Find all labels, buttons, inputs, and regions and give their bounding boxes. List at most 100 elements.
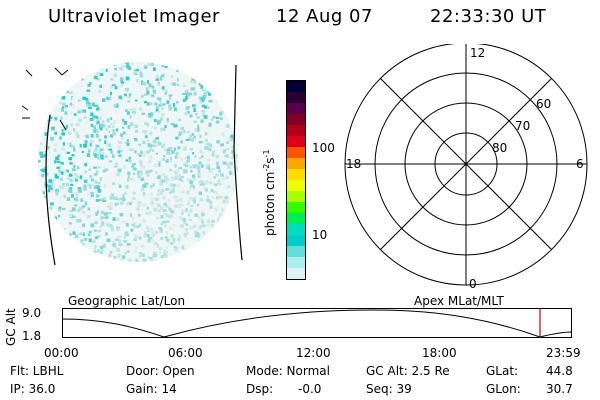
emission-pixel bbox=[44, 172, 49, 176]
emission-pixel bbox=[203, 91, 207, 95]
emission-pixel bbox=[82, 223, 85, 228]
emission-pixel bbox=[93, 125, 96, 130]
emission-pixel bbox=[58, 236, 61, 240]
emission-pixel bbox=[95, 194, 100, 198]
emission-pixel bbox=[81, 94, 85, 98]
emission-pixel bbox=[158, 227, 163, 230]
emission-pixel bbox=[168, 214, 173, 218]
emission-pixel bbox=[45, 118, 48, 122]
emission-pixel bbox=[169, 168, 172, 172]
emission-pixel bbox=[83, 143, 87, 148]
orbit-axis-title: GC Alt bbox=[4, 308, 18, 346]
emission-pixel bbox=[155, 171, 158, 174]
emission-pixel bbox=[61, 171, 64, 175]
emission-pixel bbox=[198, 226, 202, 230]
emission-pixel bbox=[204, 238, 208, 241]
emission-pixel bbox=[153, 254, 158, 257]
emission-pixel bbox=[74, 191, 77, 195]
emission-pixel bbox=[96, 249, 100, 253]
emission-pixel bbox=[219, 73, 224, 77]
emission-pixel bbox=[152, 230, 155, 234]
emission-pixel bbox=[84, 201, 88, 206]
emission-pixel bbox=[201, 183, 205, 186]
emission-pixel bbox=[195, 231, 200, 235]
emission-pixel bbox=[139, 66, 142, 71]
emission-pixel bbox=[172, 223, 176, 227]
emission-pixel bbox=[57, 245, 60, 248]
emission-pixel bbox=[67, 106, 71, 109]
emission-pixel bbox=[221, 133, 225, 137]
emission-pixel bbox=[133, 168, 137, 171]
emission-pixel bbox=[61, 106, 65, 109]
emission-pixel bbox=[162, 195, 166, 199]
emission-pixel bbox=[143, 154, 146, 157]
instrument-title: Ultraviolet Imager bbox=[48, 6, 220, 27]
emission-pixel bbox=[51, 67, 54, 71]
emission-pixel bbox=[142, 140, 146, 145]
emission-pixel bbox=[152, 139, 156, 143]
emission-pixel bbox=[66, 236, 71, 241]
emission-pixel bbox=[150, 63, 154, 67]
emission-pixel bbox=[84, 163, 87, 167]
emission-pixel bbox=[67, 71, 71, 75]
emission-pixel bbox=[132, 191, 136, 195]
emission-pixel bbox=[53, 108, 56, 112]
emission-pixel bbox=[198, 157, 202, 160]
emission-pixel bbox=[95, 170, 99, 174]
emission-pixel bbox=[106, 238, 111, 243]
emission-pixel bbox=[58, 89, 61, 93]
emission-pixel bbox=[53, 95, 57, 100]
emission-pixel bbox=[165, 246, 168, 251]
emission-pixel bbox=[117, 235, 122, 239]
emission-pixel bbox=[201, 155, 204, 158]
emission-pixel bbox=[147, 143, 151, 147]
emission-pixel bbox=[170, 75, 173, 78]
emission-pixel bbox=[69, 72, 72, 76]
emission-pixel bbox=[142, 184, 146, 188]
emission-pixel bbox=[102, 124, 106, 128]
emission-pixel bbox=[162, 158, 165, 161]
emission-pixel bbox=[151, 85, 155, 89]
emission-pixel bbox=[90, 191, 94, 195]
emission-pixel bbox=[87, 233, 91, 237]
emission-pixel bbox=[220, 215, 224, 220]
emission-pixel bbox=[48, 234, 50, 238]
emission-pixel bbox=[54, 131, 58, 135]
emission-pixel bbox=[214, 64, 219, 68]
emission-pixel bbox=[89, 118, 94, 121]
emission-pixel bbox=[202, 255, 207, 258]
emission-pixel bbox=[226, 124, 229, 128]
emission-pixel bbox=[131, 217, 134, 220]
emission-pixel bbox=[96, 65, 100, 69]
emission-pixel bbox=[137, 201, 142, 204]
emission-pixel bbox=[78, 68, 83, 71]
emission-pixel bbox=[122, 194, 125, 198]
emission-pixel bbox=[201, 110, 205, 113]
emission-pixel bbox=[218, 74, 221, 77]
emission-pixel bbox=[90, 134, 94, 138]
emission-pixel bbox=[144, 231, 147, 234]
emission-pixel bbox=[100, 112, 104, 116]
emission-pixel bbox=[214, 67, 219, 70]
emission-pixel bbox=[117, 168, 122, 173]
emission-pixel bbox=[42, 195, 46, 199]
emission-pixel bbox=[174, 175, 179, 180]
colorbar-swatch bbox=[287, 224, 305, 235]
emission-pixel bbox=[210, 253, 214, 256]
orbit-xtick-1200: 12:00 bbox=[296, 346, 331, 360]
emission-pixel bbox=[236, 77, 238, 79]
emission-pixel bbox=[209, 205, 213, 209]
emission-pixel bbox=[126, 250, 130, 253]
emission-pixel bbox=[203, 80, 208, 84]
emission-pixel bbox=[39, 66, 44, 69]
emission-pixel bbox=[151, 201, 154, 205]
orbit-ytick-high: 9.0 bbox=[22, 306, 42, 320]
emission-pixel bbox=[61, 96, 66, 100]
emission-pixel bbox=[132, 197, 136, 200]
emission-pixel bbox=[207, 163, 210, 167]
emission-pixel bbox=[125, 223, 129, 227]
emission-pixel bbox=[83, 179, 88, 183]
emission-pixel bbox=[176, 246, 180, 249]
emission-pixel bbox=[230, 134, 234, 139]
emission-pixel bbox=[237, 69, 238, 74]
